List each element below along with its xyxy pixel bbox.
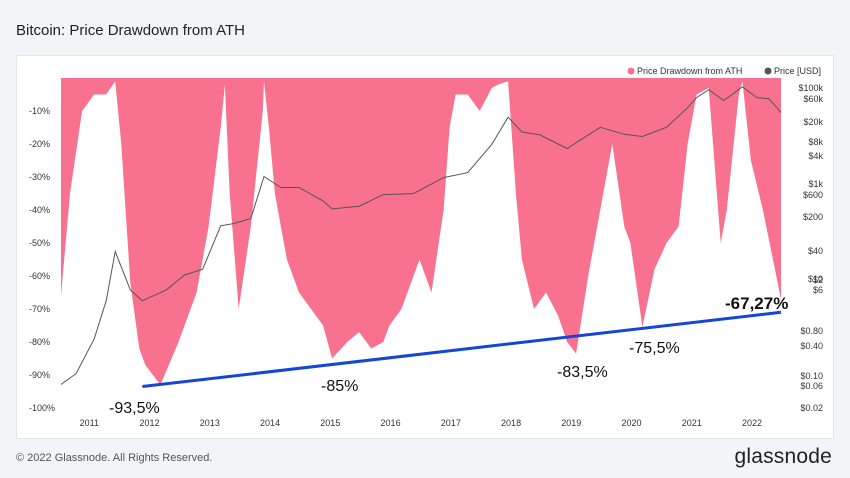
drawdown-annotation: -85% (321, 378, 358, 395)
y-right-tick-label: $100k (798, 83, 823, 93)
y-right-tick-label: $0.10 (800, 371, 823, 381)
current-drawdown-annotation: -67,27% (725, 294, 788, 313)
y-left-tick-label: -20% (29, 139, 50, 149)
y-right-tick-label: $4k (808, 151, 823, 161)
copyright-footer: © 2022 Glassnode. All Rights Reserved. (16, 452, 213, 464)
y-right-tick-label: $40 (808, 246, 823, 256)
legend-price-label: Price [USD] (774, 66, 821, 76)
x-tick-label: 2011 (80, 418, 99, 428)
y-right-tick-label: $20k (803, 117, 823, 127)
y-left-tick-label: -70% (29, 304, 50, 314)
y-right-tick-label: $0.02 (800, 403, 823, 413)
y-right-tick-label: $1k (808, 179, 823, 189)
y-right-tick-label: $2 (813, 275, 823, 285)
chart-panel: -10% -20% -30% -40% -50% -60% -70% -80% -90% -100… (16, 55, 834, 439)
y-right-tick-label: $0.06 (800, 381, 823, 391)
y-right-tick-label: $8k (808, 137, 823, 147)
x-tick-label: 2019 (561, 418, 581, 428)
y-left-tick-label: -60% (29, 271, 50, 281)
y-left-tick-label: -90% (29, 370, 50, 380)
y-right-tick-label: $0.40 (800, 341, 823, 351)
y-right-tick-label: $0.80 (800, 326, 823, 336)
chart-title: Bitcoin: Price Drawdown from ATH (16, 22, 245, 39)
y-right-tick-label: $200 (803, 212, 823, 222)
drawdown-annotation: -75,5% (629, 340, 680, 357)
x-tick-label: 2022 (742, 418, 762, 428)
y-left-tick-label: -40% (29, 205, 50, 215)
legend-price-marker (764, 67, 772, 75)
drawdown-annotation: -93,5% (109, 400, 160, 417)
x-tick-label: 2012 (140, 418, 160, 428)
y-right-tick-label: $6 (813, 285, 823, 295)
price-line (60, 86, 782, 385)
x-tick-label: 2013 (200, 418, 220, 428)
y-left-tick-label: -80% (29, 337, 50, 347)
drawdown-area (61, 78, 781, 385)
y-left-tick-label: -100% (29, 403, 55, 413)
x-tick-label: 2014 (260, 418, 280, 428)
x-tick-label: 2015 (320, 418, 340, 428)
y-right-tick-label: $10 (808, 274, 823, 284)
drawdown-annotation: -83,5% (557, 364, 608, 381)
y-right-tick-label: $60k (803, 94, 823, 104)
y-left-tick-label: -50% (29, 238, 50, 248)
y-left-tick-label: -10% (29, 106, 50, 116)
x-tick-label: 2018 (501, 418, 521, 428)
y-right-tick-label: $600 (803, 190, 823, 200)
x-tick-label: 2017 (441, 418, 461, 428)
x-tick-label: 2021 (682, 418, 702, 428)
legend-drawdown-label: Price Drawdown from ATH (637, 66, 742, 76)
y-left-tick-label: -30% (29, 172, 50, 182)
glassnode-logo: glassnode (734, 445, 832, 468)
x-tick-label: 2016 (381, 418, 401, 428)
x-tick-label: 2020 (622, 418, 642, 428)
trend-line (142, 310, 782, 389)
legend-drawdown-marker (627, 67, 635, 75)
drawdown-chart: -10% -20% -30% -40% -50% -60% -70% -80% -90% -100… (29, 66, 823, 428)
